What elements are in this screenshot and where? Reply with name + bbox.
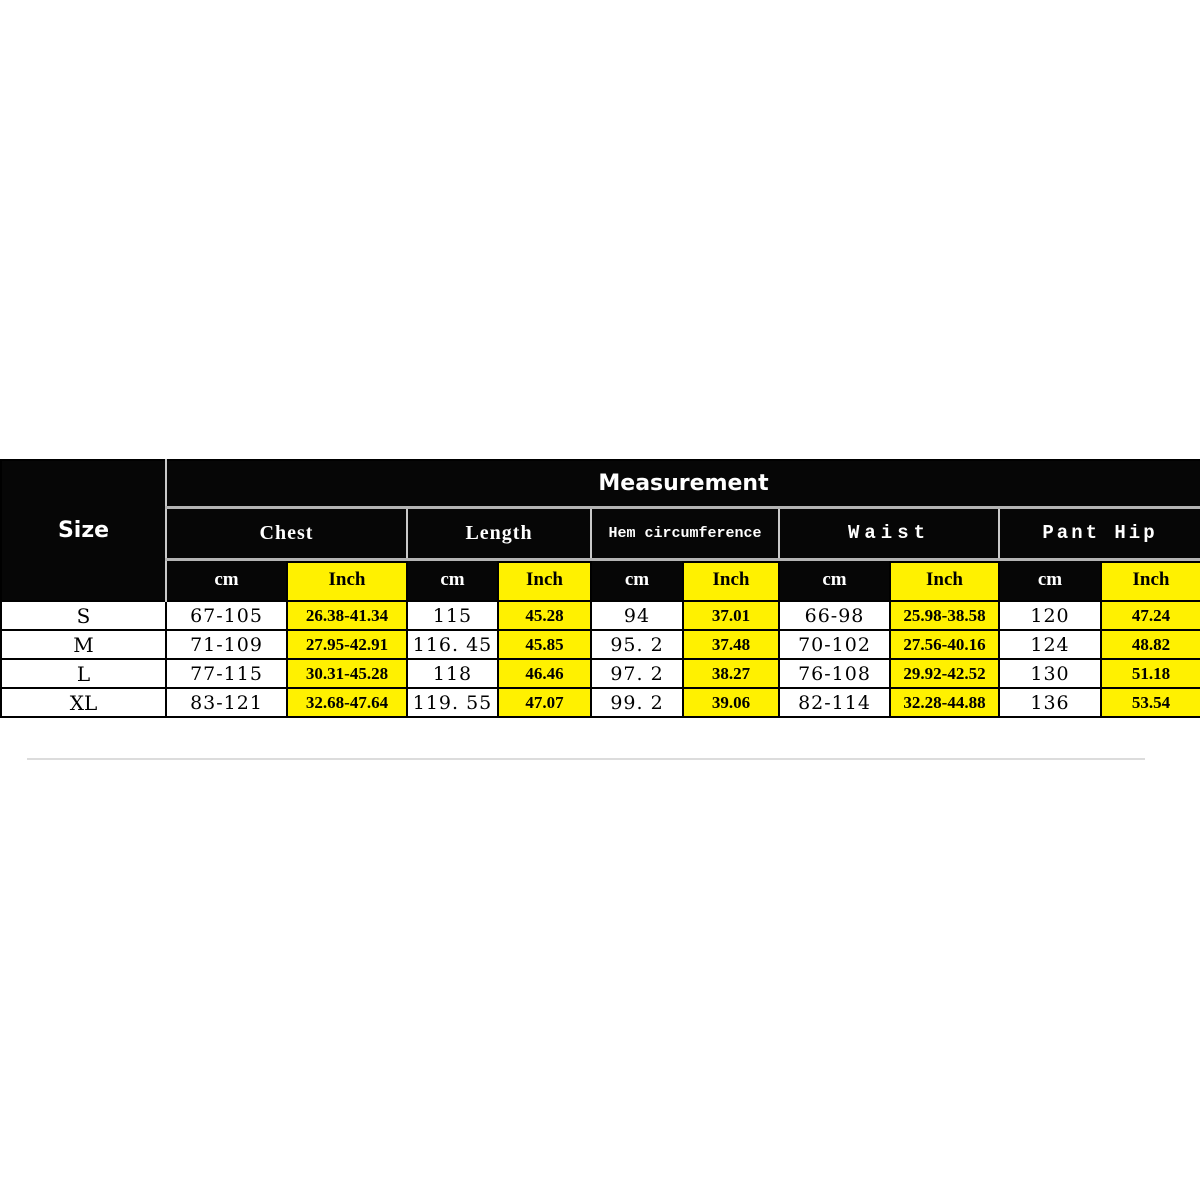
- cell-size: S: [0, 600, 167, 631]
- section-header-hem-circumference: Hem circumference: [590, 505, 779, 559]
- header-row-units: cm Inch cm Inch cm Inch cm Inch cm Inch: [1, 557, 1200, 602]
- cell-hip-inch: 51.18: [1100, 658, 1200, 689]
- size-row-m: M 71-109 27.95-42.91 116. 45 45.85 95. 2…: [0, 629, 1200, 660]
- unit-header-length-cm: cm: [407, 557, 498, 601]
- size-chart: Size Measurement Chest Length Hem circum…: [0, 459, 1200, 718]
- cell-size: XL: [0, 687, 167, 718]
- cell-length-cm: 115: [406, 600, 499, 631]
- unit-header-hip-inch: Inch: [1100, 557, 1200, 602]
- unit-header-chest-inch: Inch: [286, 557, 408, 602]
- cell-length-inch: 46.46: [497, 658, 592, 689]
- size-chart-table: Size Measurement Chest Length Hem circum…: [0, 459, 1200, 718]
- measurement-header: Measurement: [166, 460, 1200, 507]
- header-row-measurement: Size Measurement: [0, 460, 1200, 601]
- cell-hip-cm: 130: [998, 658, 1102, 689]
- size-column-header: Size: [0, 460, 167, 601]
- section-header-waist: Waist: [778, 505, 999, 559]
- cell-chest-cm: 67-105: [165, 600, 288, 631]
- cell-hem-inch: 37.48: [682, 629, 780, 660]
- unit-header-length-inch: Inch: [497, 557, 592, 602]
- cell-chest-inch: 30.31-45.28: [286, 658, 408, 689]
- cell-chest-inch: 32.68-47.64: [286, 687, 408, 718]
- cell-hip-inch: 47.24: [1100, 600, 1200, 631]
- cell-waist-cm: 82-114: [778, 687, 891, 718]
- header-row-sections: Chest Length Hem circumference Waist Pan…: [1, 505, 1200, 559]
- cell-hem-cm: 99. 2: [590, 687, 684, 718]
- unit-header-hem-inch: Inch: [682, 557, 780, 602]
- cell-waist-cm: 76-108: [778, 658, 891, 689]
- cell-hip-inch: 48.82: [1100, 629, 1200, 660]
- cell-length-inch: 47.07: [497, 687, 592, 718]
- cell-hip-inch: 53.54: [1100, 687, 1200, 718]
- cell-hip-cm: 124: [998, 629, 1102, 660]
- cell-hem-cm: 94: [590, 600, 684, 631]
- cell-size: L: [0, 658, 167, 689]
- cell-length-cm: 119. 55: [406, 687, 499, 718]
- cell-waist-inch: 32.28-44.88: [889, 687, 1000, 718]
- cell-length-inch: 45.28: [497, 600, 592, 631]
- cell-length-cm: 118: [406, 658, 499, 689]
- cell-hem-inch: 38.27: [682, 658, 780, 689]
- cell-hem-cm: 95. 2: [590, 629, 684, 660]
- unit-header-chest-cm: cm: [166, 557, 287, 601]
- unit-header-hem-cm: cm: [591, 557, 683, 601]
- cell-hip-cm: 120: [998, 600, 1102, 631]
- size-row-s: S 67-105 26.38-41.34 115 45.28 94 37.01 …: [0, 600, 1200, 631]
- size-row-xl: XL 83-121 32.68-47.64 119. 55 47.07 99. …: [0, 687, 1200, 718]
- cell-waist-inch: 27.56-40.16: [889, 629, 1000, 660]
- cell-chest-inch: 26.38-41.34: [286, 600, 408, 631]
- section-header-pant-hip: Pant Hip: [998, 505, 1200, 559]
- cell-chest-cm: 83-121: [165, 687, 288, 718]
- size-row-l: L 77-115 30.31-45.28 118 46.46 97. 2 38.…: [0, 658, 1200, 689]
- table-bottom-shadow-line: [27, 758, 1145, 760]
- cell-waist-inch: 25.98-38.58: [889, 600, 1000, 631]
- cell-waist-inch: 29.92-42.52: [889, 658, 1000, 689]
- cell-length-inch: 45.85: [497, 629, 592, 660]
- section-header-length: Length: [406, 505, 591, 559]
- cell-chest-inch: 27.95-42.91: [286, 629, 408, 660]
- cell-chest-cm: 77-115: [165, 658, 288, 689]
- cell-length-cm: 116. 45: [406, 629, 499, 660]
- cell-hem-inch: 39.06: [682, 687, 780, 718]
- unit-header-hip-cm: cm: [999, 557, 1101, 601]
- cell-hip-cm: 136: [998, 687, 1102, 718]
- cell-waist-cm: 70-102: [778, 629, 891, 660]
- cell-size: M: [0, 629, 167, 660]
- cell-waist-cm: 66-98: [778, 600, 891, 631]
- unit-header-waist-cm: cm: [779, 557, 890, 601]
- cell-hem-cm: 97. 2: [590, 658, 684, 689]
- cell-chest-cm: 71-109: [165, 629, 288, 660]
- unit-header-waist-inch: Inch: [889, 557, 1000, 602]
- section-header-chest: Chest: [166, 505, 407, 559]
- cell-hem-inch: 37.01: [682, 600, 780, 631]
